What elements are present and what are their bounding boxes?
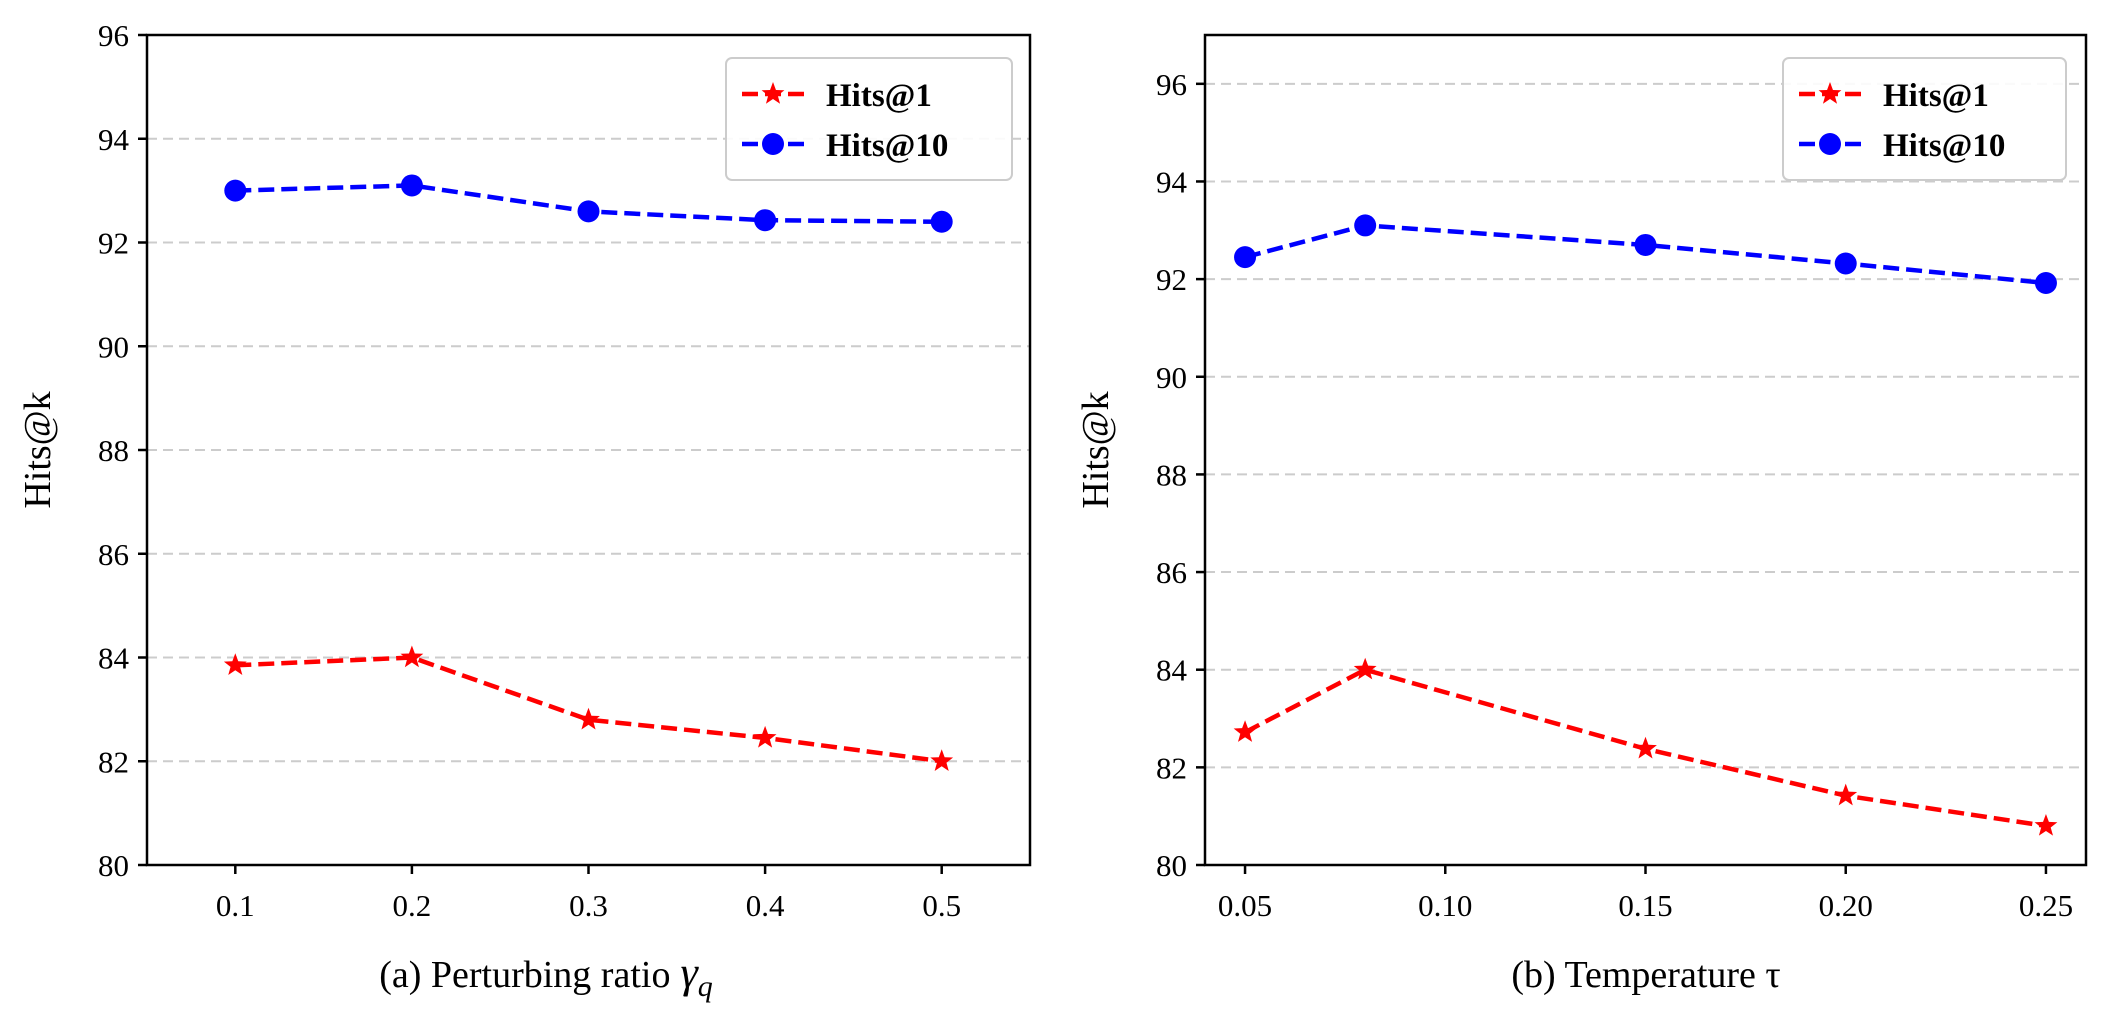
panel-b-x-tick-label: 0.25 — [2019, 888, 2073, 923]
panel-b-x-tick-label: 0.20 — [1819, 888, 1873, 923]
panel-b-point-hits-at-1 — [1233, 720, 1257, 742]
panel-b-x-tick-label: 0.05 — [1218, 888, 1272, 923]
panel-a-x-axis: 0.1 0.2 0.3 0.4 0.5 — [216, 865, 961, 923]
panel-b-point-hits-at-1 — [1834, 783, 1858, 806]
panel-b-y-axis-label: Hits@k — [1075, 391, 1117, 508]
panel-b-grid — [1205, 82, 2086, 769]
panel-a-x-axis-label-text: (a) Perturbing ratio — [379, 954, 670, 996]
panel-b-point-hits-at-10 — [2034, 272, 2057, 295]
panel-b-y-tick-label: 96 — [1156, 67, 1187, 102]
panel-b-point-hits-at-1 — [1634, 736, 1657, 759]
panel-b-x-axis: 0.05 0.10 0.15 0.20 0.25 — [1218, 865, 2073, 923]
panel-b-x-tick-label: 0.15 — [1618, 888, 1672, 923]
panel-b-x-axis-label: (b) Temperature τ — [1511, 954, 1780, 996]
panel-a: 80 82 84 86 88 90 92 94 96 0.1 0.2 0.3 0.4 0.5 Hits@… — [17, 18, 1032, 1003]
panel-a-x-tick-label: 0.2 — [393, 888, 432, 923]
panel-b-point-hits-at-10 — [1834, 252, 1857, 275]
panel-a-x-axis-label: (a) Perturbing ratio γq — [379, 948, 713, 1003]
panel-b-legend-label: Hits@1 — [1883, 78, 1989, 114]
panel-a-series — [223, 174, 954, 771]
panel-a-y-tick-label: 82 — [98, 744, 129, 779]
panel-a-x-axis-label-symbol: γ — [680, 948, 699, 997]
panel-a-point-hits-at-10 — [224, 179, 247, 202]
panel-b-point-hits-at-1 — [2034, 813, 2058, 836]
panel-b-y-tick-label: 94 — [1156, 164, 1188, 199]
panel-a-x-axis-label-subscript: q — [698, 970, 713, 1003]
panel-a-x-tick-label: 0.1 — [216, 888, 255, 923]
panel-b-y-tick-label: 84 — [1156, 653, 1188, 688]
panel-a-point-hits-at-10 — [577, 200, 600, 223]
panel-a-y-tick-label: 84 — [98, 641, 130, 676]
panel-b-y-tick-label: 92 — [1156, 262, 1187, 297]
panel-b-x-tick-label: 0.10 — [1418, 888, 1472, 923]
panel-b-y-tick-label: 82 — [1156, 750, 1187, 785]
panel-b-y-axis: 80 82 84 86 88 90 92 94 96 — [1156, 67, 1205, 883]
panel-a-legend-box — [725, 57, 1013, 181]
panel-b-point-hits-at-10 — [1634, 233, 1657, 256]
panel-a-x-tick-label: 0.5 — [922, 888, 961, 923]
panel-b-y-tick-label: 86 — [1156, 555, 1187, 590]
panel-a-point-hits-at-10 — [754, 209, 777, 232]
panel-b-legend-box — [1782, 57, 2067, 181]
panel-a-y-tick-label: 88 — [98, 433, 129, 468]
panel-a-legend-label: Hits@10 — [826, 128, 948, 164]
panel-a-y-tick-label: 94 — [98, 122, 130, 157]
panel-a-y-tick-label: 86 — [98, 537, 129, 572]
panel-b-legend-label: Hits@10 — [1883, 128, 2005, 164]
panel-a-y-axis-label: Hits@k — [17, 391, 59, 508]
panel-a-x-tick-label: 0.4 — [746, 888, 785, 923]
panel-a-y-tick-label: 80 — [98, 848, 129, 883]
panel-b-y-tick-label: 90 — [1156, 360, 1187, 395]
panel-b-series — [1233, 214, 2058, 836]
panel-a-x-tick-label: 0.3 — [569, 888, 608, 923]
panel-b-legend: Hits@1 Hits@10 — [1782, 57, 2067, 181]
panel-a-y-axis: 80 82 84 86 88 90 92 94 96 — [98, 18, 147, 883]
panel-a-series-line-hits-at-1 — [235, 655, 942, 764]
panel-a-y-tick-label: 92 — [98, 226, 129, 261]
panel-b-y-tick-label: 80 — [1156, 848, 1187, 883]
panel-a-legend-marker — [762, 133, 784, 155]
panel-a-point-hits-at-1 — [577, 707, 600, 730]
panel-a-legend: Hits@1 Hits@10 — [725, 57, 1013, 181]
panel-a-grid — [147, 137, 1030, 763]
panel-b-legend-marker — [1819, 133, 1841, 155]
panel-a-y-tick-label: 90 — [98, 329, 129, 364]
panel-a-point-hits-at-1 — [753, 725, 777, 748]
panel-b-legend-marker — [1818, 82, 1842, 104]
panel-a-point-hits-at-10 — [930, 210, 953, 233]
panel-b-point-hits-at-10 — [1354, 214, 1377, 237]
panel-a-y-tick-label: 96 — [98, 18, 129, 53]
panel-b-y-tick-label: 88 — [1156, 457, 1187, 492]
panel-a-legend-marker — [761, 82, 785, 104]
panel-a-point-hits-at-10 — [400, 174, 423, 197]
panel-a-point-hits-at-1 — [930, 749, 954, 771]
panel-a-point-hits-at-1 — [400, 645, 424, 668]
panel-a-legend-label: Hits@1 — [826, 78, 932, 114]
panel-a-point-hits-at-1 — [223, 653, 247, 675]
panel-b-point-hits-at-1 — [1353, 657, 1377, 680]
panel-b-point-hits-at-10 — [1234, 246, 1257, 269]
